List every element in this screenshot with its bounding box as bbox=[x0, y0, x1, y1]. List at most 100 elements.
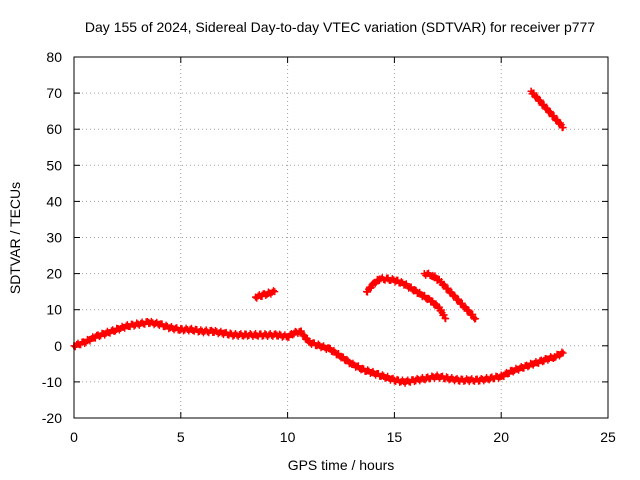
data-point bbox=[390, 376, 398, 384]
data-point bbox=[444, 374, 452, 382]
y-tick-label: 30 bbox=[46, 230, 62, 246]
data-point bbox=[209, 327, 217, 335]
data-point bbox=[553, 116, 561, 124]
y-tick-label: 80 bbox=[46, 49, 62, 65]
data-point bbox=[264, 289, 272, 297]
x-tick-label: 15 bbox=[387, 429, 403, 445]
data-point bbox=[177, 326, 185, 334]
data-point bbox=[418, 291, 426, 299]
data-point bbox=[348, 360, 356, 368]
y-tick-label: 40 bbox=[46, 193, 62, 209]
data-point bbox=[551, 353, 559, 361]
data-point bbox=[410, 286, 418, 294]
data-point bbox=[363, 288, 371, 296]
data-point bbox=[472, 315, 480, 323]
data-point bbox=[422, 374, 430, 382]
data-point bbox=[546, 109, 554, 117]
y-tick-label: 20 bbox=[46, 266, 62, 282]
x-tick-label: 25 bbox=[600, 429, 616, 445]
series-main-arc bbox=[70, 317, 567, 387]
data-points bbox=[70, 87, 567, 387]
data-point bbox=[463, 306, 471, 314]
data-point bbox=[134, 320, 142, 328]
data-point bbox=[433, 372, 441, 380]
data-point bbox=[529, 360, 537, 368]
data-point bbox=[369, 369, 377, 377]
data-point bbox=[258, 291, 266, 299]
data-point bbox=[369, 280, 377, 288]
axis-ticks: 0 5 10 15 20 25 -20 -10 0 10 20 30 40 50 60 70 80 bbox=[42, 49, 616, 445]
data-point bbox=[271, 288, 279, 296]
data-point bbox=[296, 327, 304, 335]
data-point bbox=[316, 342, 324, 350]
chart-title: Day 155 of 2024, Sidereal Day-to-day VTE… bbox=[85, 19, 595, 35]
series-marks bbox=[527, 87, 566, 132]
data-point bbox=[241, 331, 249, 339]
x-tick-label: 5 bbox=[177, 429, 185, 445]
y-tick-label: 10 bbox=[46, 302, 62, 318]
y-tick-label: -10 bbox=[42, 374, 62, 390]
data-point bbox=[337, 353, 345, 361]
data-point bbox=[262, 331, 270, 339]
data-point bbox=[519, 363, 527, 371]
series-arc-14h bbox=[363, 274, 450, 323]
data-point bbox=[540, 356, 548, 364]
data-point bbox=[81, 338, 89, 346]
data-point bbox=[393, 277, 401, 285]
data-point bbox=[91, 333, 99, 341]
data-point bbox=[534, 95, 542, 103]
data-point bbox=[230, 331, 238, 339]
data-point bbox=[437, 279, 445, 287]
data-point bbox=[442, 315, 450, 323]
series-arc-21h bbox=[527, 87, 567, 132]
data-point bbox=[412, 376, 420, 384]
data-point bbox=[145, 318, 153, 326]
data-point bbox=[326, 345, 334, 353]
data-point bbox=[155, 320, 163, 328]
data-point bbox=[497, 372, 505, 380]
data-point bbox=[476, 376, 484, 384]
y-axis-label: SDTVAR / TECUs bbox=[7, 182, 23, 294]
y-tick-label: 0 bbox=[54, 338, 62, 354]
data-point bbox=[401, 280, 409, 288]
data-point bbox=[252, 331, 260, 339]
data-point bbox=[420, 270, 428, 278]
series-short-arc-9h bbox=[252, 287, 279, 302]
data-point bbox=[375, 275, 383, 283]
data-point bbox=[446, 288, 454, 296]
y-tick-label: 60 bbox=[46, 121, 62, 137]
data-point bbox=[284, 333, 292, 341]
data-point bbox=[465, 376, 473, 384]
data-point bbox=[198, 327, 206, 335]
data-point bbox=[273, 331, 281, 339]
x-tick-label: 10 bbox=[280, 429, 296, 445]
data-point bbox=[427, 297, 435, 305]
data-point bbox=[358, 365, 366, 373]
y-tick-label: -20 bbox=[42, 410, 62, 426]
data-point bbox=[113, 326, 121, 334]
plot-frame bbox=[73, 56, 609, 419]
series-arc-16h bbox=[420, 269, 480, 323]
data-point bbox=[487, 374, 495, 382]
data-point bbox=[527, 87, 535, 95]
data-point bbox=[454, 376, 462, 384]
data-point bbox=[435, 304, 443, 312]
data-point bbox=[559, 349, 567, 357]
data-point bbox=[429, 271, 437, 279]
x-tick-label: 0 bbox=[70, 429, 78, 445]
data-point bbox=[305, 338, 313, 346]
data-point bbox=[401, 378, 409, 386]
data-point bbox=[508, 367, 516, 375]
data-point bbox=[123, 322, 131, 330]
data-point bbox=[187, 326, 195, 334]
data-point bbox=[559, 123, 567, 131]
y-tick-label: 70 bbox=[46, 85, 62, 101]
data-point bbox=[384, 275, 392, 283]
data-point bbox=[252, 293, 260, 301]
x-tick-label: 20 bbox=[493, 429, 509, 445]
x-axis-label: GPS time / hours bbox=[288, 457, 395, 473]
data-point bbox=[540, 102, 548, 110]
data-point bbox=[290, 329, 298, 337]
data-point bbox=[380, 372, 388, 380]
